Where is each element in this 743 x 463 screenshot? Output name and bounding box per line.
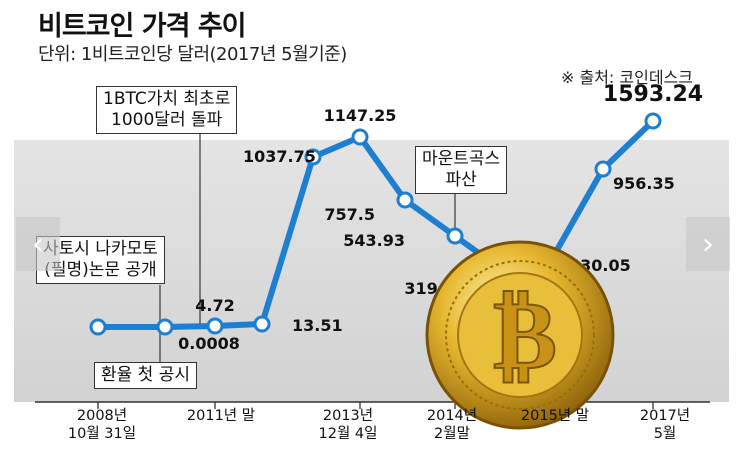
price-value-label: 4.72 xyxy=(195,296,234,315)
price-point xyxy=(644,112,662,130)
svg-text:₿: ₿ xyxy=(493,278,557,391)
price-point xyxy=(89,318,107,336)
price-value-label: 1037.75 xyxy=(243,147,316,166)
price-value-label: 757.5 xyxy=(324,205,375,224)
price-point xyxy=(594,160,612,178)
price-point xyxy=(304,148,322,166)
price-point xyxy=(253,315,271,333)
price-value-label: 1147.25 xyxy=(324,106,397,125)
callout-first-1000: 1BTC가치 최초로 1000달러 돌파 xyxy=(96,86,238,134)
price-value-label: 543.93 xyxy=(343,231,405,250)
price-point xyxy=(206,317,224,335)
bitcoin-coin-icon: ₿ xyxy=(425,240,615,430)
x-tick-label: 2013년 12월 4일 xyxy=(318,408,378,442)
chart-title: 비트코인 가격 추이 xyxy=(38,11,247,42)
price-point xyxy=(396,191,414,209)
source-note: ※ 출처: 코인데스크 xyxy=(560,68,693,87)
x-tick-label: 2011년 말 xyxy=(186,408,256,424)
prev-slide-button[interactable]: ‹ xyxy=(16,217,60,271)
price-value-label: 0.0008 xyxy=(178,334,240,353)
next-slide-button[interactable]: › xyxy=(686,217,730,271)
price-value-label: 1593.24 xyxy=(603,82,703,107)
price-value-label: 956.35 xyxy=(613,174,675,193)
x-tick-label: 2008년 10월 31일 xyxy=(67,408,137,442)
price-point xyxy=(351,128,369,146)
chart-subtitle: 단위: 1비트코인당 달러(2017년 5월기준) xyxy=(38,44,347,65)
callout-mtgox: 마운트곡스 파산 xyxy=(415,146,508,194)
price-point xyxy=(156,318,174,336)
price-value-label: 13.51 xyxy=(292,316,343,335)
x-tick-label: 2014년 2월말 xyxy=(426,408,478,442)
x-tick-label: 2017년 5월 xyxy=(639,408,691,442)
price-point xyxy=(446,227,464,245)
callout-exchange: 환율 첫 공시 xyxy=(94,362,198,389)
x-tick-label: 2015년 말 xyxy=(520,408,590,424)
